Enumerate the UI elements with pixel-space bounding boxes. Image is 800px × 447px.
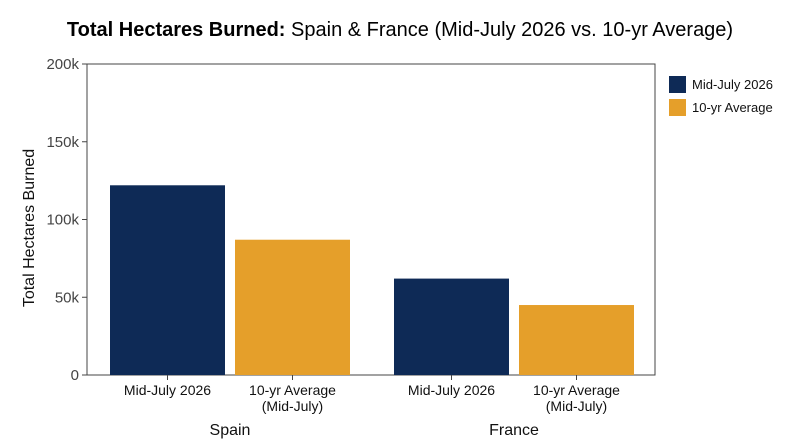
y-axis-label: Total Hectares Burned <box>21 149 38 307</box>
x-category-label: (Mid-July) <box>546 398 607 414</box>
bar-france-mid-july-2026 <box>394 278 509 375</box>
x-category-label: 10-yr Average <box>533 382 620 398</box>
legend-swatch <box>669 76 686 93</box>
x-category-label: Mid-July 2026 <box>124 382 211 398</box>
x-category-label: Mid-July 2026 <box>408 382 495 398</box>
chart-title-bold: Total Hectares Burned: <box>67 19 286 41</box>
chart-title: Total Hectares Burned: Spain & France (M… <box>67 19 733 41</box>
y-tick-label: 50k <box>55 289 80 306</box>
legend-item-label: Mid-July 2026 <box>692 77 773 92</box>
x-group-label: Spain <box>210 422 251 439</box>
y-tick-label: 150k <box>46 134 79 151</box>
x-group-label: France <box>489 422 539 439</box>
bar-spain-mid-july-2026 <box>110 185 225 375</box>
x-category-label: 10-yr Average <box>249 382 336 398</box>
y-tick-label: 200k <box>46 56 79 73</box>
legend-item-label: 10-yr Average <box>692 100 773 115</box>
y-tick-label: 100k <box>46 212 79 229</box>
x-category-label: (Mid-July) <box>262 398 323 414</box>
chart-title-rest: Spain & France (Mid-July 2026 vs. 10-yr … <box>285 19 733 41</box>
bar-france-10-yr-average <box>519 305 634 375</box>
y-tick-label: 0 <box>71 367 79 384</box>
legend-swatch <box>669 99 686 116</box>
bar-spain-10-yr-average <box>235 239 350 375</box>
